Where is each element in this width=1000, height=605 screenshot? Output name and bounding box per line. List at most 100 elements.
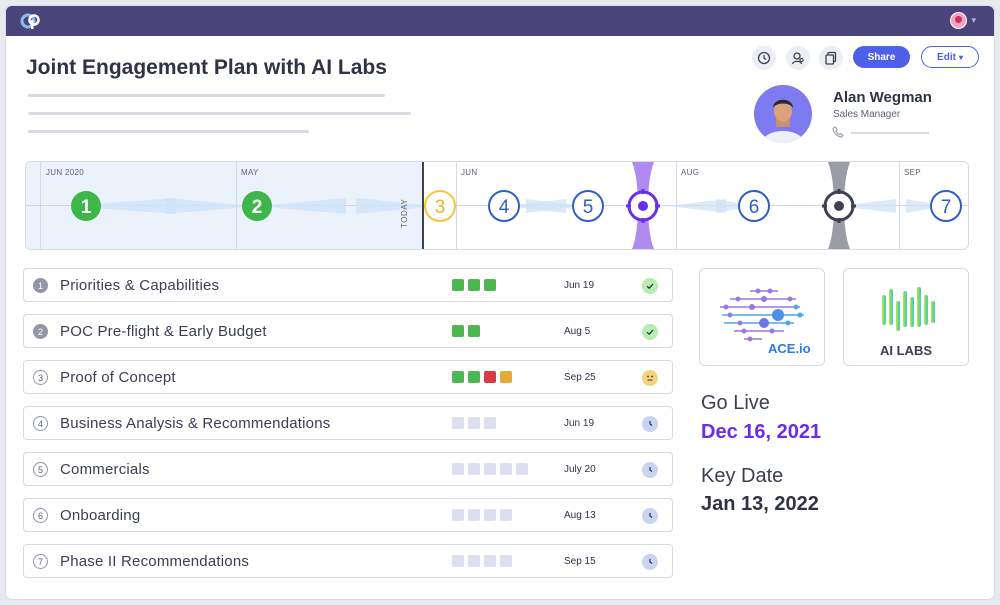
phase-row[interactable]: 3 Proof of Concept Sep 25 — [23, 360, 673, 394]
key-date-target-icon[interactable] — [822, 189, 856, 223]
phase-row[interactable]: 7 Phase II Recommendations Sep 15 — [23, 544, 673, 578]
clock-icon — [642, 416, 658, 432]
progress-block — [452, 555, 464, 567]
phone-placeholder-line — [851, 132, 929, 134]
milestone-number: 1 — [81, 197, 92, 218]
contact-name: Alan Wegman — [833, 89, 932, 106]
milestone-number: 6 — [749, 197, 760, 218]
description-placeholder-line — [28, 130, 309, 133]
phase-progress-blocks — [452, 279, 496, 291]
clock-history-icon — [757, 51, 771, 65]
progress-block — [468, 555, 480, 567]
progress-block — [484, 417, 496, 429]
progress-block — [452, 417, 464, 429]
milestone-marker-6[interactable]: 6 — [738, 190, 770, 222]
clock-icon — [642, 462, 658, 478]
month-label: AUG — [681, 168, 700, 177]
progress-block — [468, 325, 480, 337]
milestone-marker-1[interactable]: 1 — [71, 191, 101, 221]
progress-block — [500, 371, 512, 383]
user-menu[interactable]: ▾ — [950, 12, 976, 29]
month-label: JUN 2020 — [46, 168, 84, 177]
milestone-number: 3 — [435, 197, 446, 218]
phase-name: Priorities & Capabilities — [60, 277, 220, 294]
phase-number-badge: 7 — [33, 554, 48, 569]
phase-name: Proof of Concept — [60, 369, 176, 386]
milestone-number: 7 — [941, 197, 952, 218]
progress-block — [500, 555, 512, 567]
chevron-down-icon: ▾ — [958, 52, 963, 62]
user-search-icon — [791, 52, 804, 65]
phase-number-badge: 6 — [33, 508, 48, 523]
phase-number-badge: 5 — [33, 462, 48, 477]
ace-logo-label: ACE.io — [768, 341, 811, 356]
clock-icon — [642, 554, 658, 570]
progress-block — [484, 371, 496, 383]
milestone-number: 5 — [583, 197, 594, 218]
today-label: TODAY — [400, 198, 409, 228]
contact-avatar — [754, 85, 812, 143]
phase-name: Business Analysis & Recommendations — [60, 415, 331, 432]
description-placeholder-line — [28, 94, 385, 97]
top-bar: ▾ — [6, 6, 994, 36]
ace-logo-icon — [720, 288, 804, 342]
ai-labs-logo-card[interactable]: AI LABS — [843, 268, 969, 366]
phase-row[interactable]: 4 Business Analysis & Recommendations Jun … — [23, 406, 673, 440]
progress-block — [500, 463, 512, 475]
go-live-target-icon[interactable] — [626, 189, 660, 223]
phase-number-badge: 2 — [33, 324, 48, 339]
month-label: SEP — [904, 168, 921, 177]
cp-logo-icon[interactable] — [20, 11, 42, 31]
phase-row[interactable]: 2 POC Pre-flight & Early Budget Aug 5 — [23, 314, 673, 348]
phase-date: Sep 15 — [564, 556, 596, 567]
phase-row[interactable]: 5 Commercials July 20 — [23, 452, 673, 486]
phase-row[interactable]: 1 Priorities & Capabilities Jun 19 — [23, 268, 673, 302]
phase-progress-blocks — [452, 555, 512, 567]
phone-icon[interactable] — [832, 126, 844, 138]
progress-block — [452, 509, 464, 521]
share-button[interactable]: Share — [853, 46, 910, 68]
ai-labs-logo-label: AI LABS — [880, 343, 932, 358]
progress-block — [452, 463, 464, 475]
neutral-face-icon — [642, 370, 658, 386]
progress-block — [468, 417, 480, 429]
milestone-marker-4[interactable]: 4 — [488, 190, 520, 222]
month-label: JUN — [461, 168, 478, 177]
progress-block — [468, 279, 480, 291]
milestone-marker-5[interactable]: 5 — [572, 190, 604, 222]
phase-name: POC Pre-flight & Early Budget — [60, 323, 267, 340]
phase-progress-blocks — [452, 417, 496, 429]
progress-block — [468, 463, 480, 475]
progress-block — [500, 509, 512, 521]
copy-button[interactable] — [819, 46, 843, 70]
phase-number-badge: 1 — [33, 278, 48, 293]
copy-icon — [825, 51, 837, 65]
milestone-marker-7[interactable]: 7 — [930, 190, 962, 222]
phase-date: Jun 19 — [564, 418, 595, 429]
phase-name: Onboarding — [60, 507, 141, 524]
stakeholders-button[interactable] — [786, 46, 810, 70]
progress-block — [484, 279, 496, 291]
milestone-marker-3[interactable]: 3 — [424, 190, 456, 222]
milestone-marker-2[interactable]: 2 — [242, 191, 272, 221]
phase-progress-blocks — [452, 371, 512, 383]
timeline-graphics — [66, 162, 946, 249]
check-icon — [642, 278, 658, 294]
milestone-number: 2 — [252, 197, 263, 218]
progress-block — [484, 555, 496, 567]
history-button[interactable] — [752, 46, 776, 70]
phase-progress-blocks — [452, 325, 480, 337]
phase-row[interactable]: 6 Onboarding Aug 13 — [23, 498, 673, 532]
phase-progress-blocks — [452, 509, 512, 521]
engagement-timeline: JUN 2020 MAY JUN AUG SEP 1 — [25, 161, 969, 250]
progress-block — [452, 279, 464, 291]
key-date-label: Key Date — [701, 465, 784, 487]
phase-name: Commercials — [60, 461, 150, 478]
progress-block — [484, 463, 496, 475]
today-marker — [422, 162, 424, 249]
contact-role: Sales Manager — [833, 109, 901, 120]
ace-logo-card[interactable]: ACE.io — [699, 268, 825, 366]
phase-date: Aug 5 — [564, 326, 591, 337]
edit-dropdown-button[interactable]: Edit ▾ — [921, 46, 979, 68]
chevron-down-icon: ▾ — [971, 15, 976, 25]
